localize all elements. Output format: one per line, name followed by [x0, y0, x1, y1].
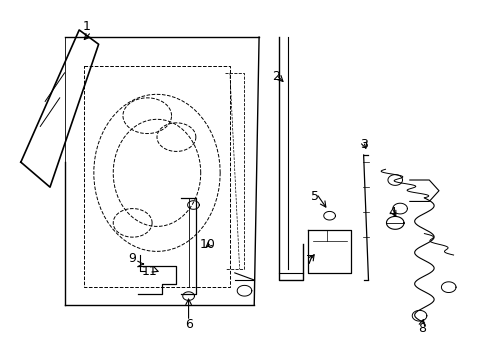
Text: 2: 2: [272, 70, 280, 83]
Text: 8: 8: [417, 322, 425, 335]
Text: 5: 5: [310, 190, 318, 203]
Text: 9: 9: [128, 252, 136, 265]
Text: 7: 7: [305, 254, 313, 267]
Text: 6: 6: [184, 318, 192, 331]
Text: 1: 1: [82, 20, 90, 33]
Text: 10: 10: [200, 238, 216, 251]
Text: 4: 4: [388, 206, 396, 219]
Text: 11: 11: [142, 265, 157, 278]
Text: 3: 3: [359, 138, 367, 151]
